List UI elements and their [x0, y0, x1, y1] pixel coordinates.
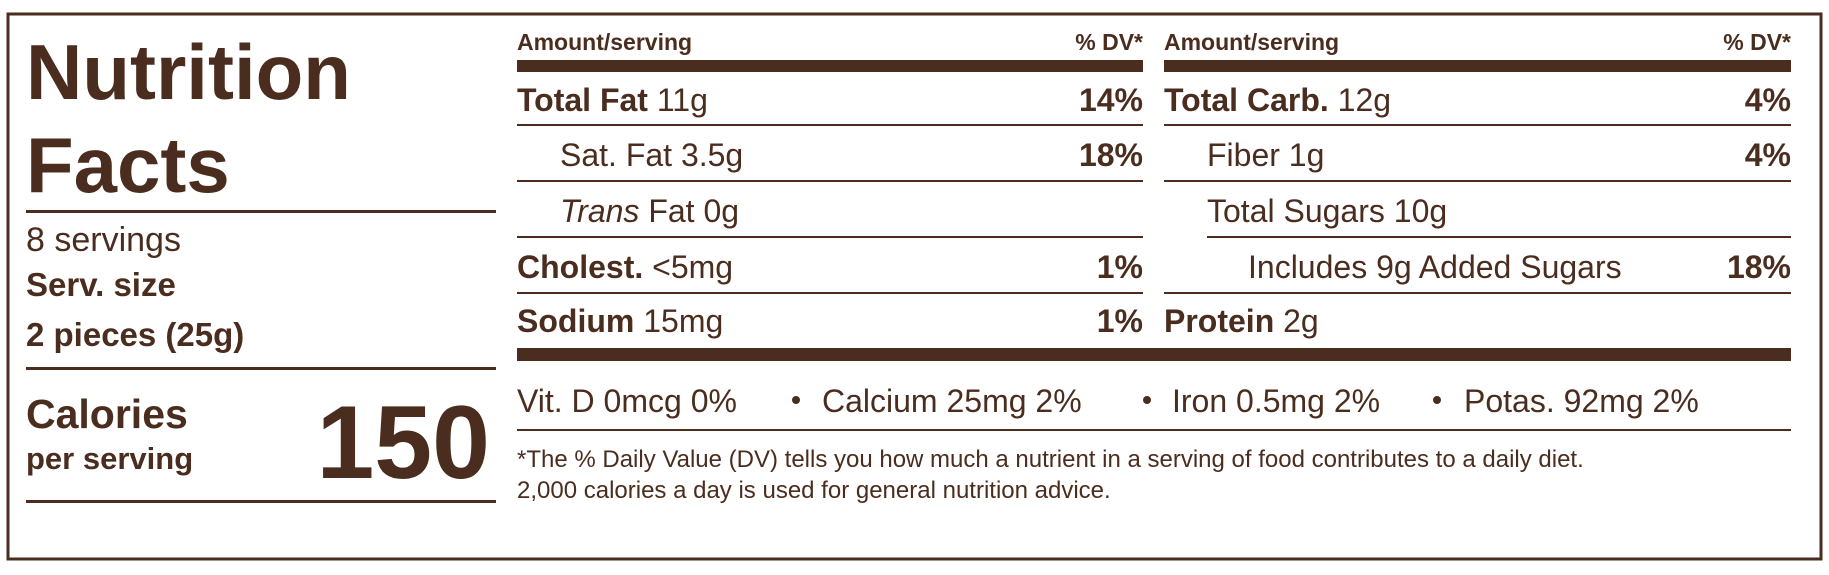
nutrient-name-italic: Trans	[560, 193, 639, 229]
amount-header: Amount/serving	[517, 29, 692, 55]
row-divider	[1164, 292, 1791, 294]
row-divider	[1207, 236, 1791, 238]
row-divider	[517, 292, 1143, 294]
nutrient-name: Cholest.	[517, 249, 643, 285]
nutrient-row: Sodium 15mg	[517, 303, 723, 339]
divider	[26, 367, 496, 370]
nutrient-row: Cholest. <5mg	[517, 249, 733, 285]
vitamin: Calcium 25mg 2%	[822, 383, 1082, 419]
nutrient-name: Total Carb.	[1164, 82, 1329, 118]
row-divider	[517, 180, 1143, 182]
row-divider	[1164, 180, 1791, 182]
nutrient-dv: 18%	[1079, 137, 1143, 173]
separator-dot	[1433, 396, 1441, 404]
vitamin: Iron 0.5mg 2%	[1172, 383, 1380, 419]
serving-size-label: Serv. size	[26, 266, 176, 303]
vitamin: Vit. D 0mcg 0%	[517, 383, 737, 419]
footnote: 2,000 calories a day is used for general…	[517, 477, 1111, 504]
nutrient-row: Fiber 1g	[1207, 137, 1324, 173]
dv-header: % DV*	[1723, 29, 1791, 55]
nutrient-row: Protein 2g	[1164, 303, 1319, 339]
nutrient-name: Sat. Fat	[560, 137, 672, 173]
label-border	[6, 12, 1823, 561]
nutrient-row: Sat. Fat 3.5g	[560, 137, 743, 173]
calories-value: 150	[316, 385, 490, 501]
footnote: *The % Daily Value (DV) tells you how mu…	[517, 446, 1584, 473]
thick-bar	[1164, 60, 1791, 72]
nutrient-name: Fat	[648, 193, 694, 229]
nutrient-amount: 15mg	[643, 303, 723, 339]
nutrient-dv: 1%	[1097, 249, 1143, 285]
divider	[26, 500, 496, 503]
nutrient-amount: 12g	[1338, 82, 1391, 118]
nutrient-name: Fiber	[1207, 137, 1280, 173]
amount-header: Amount/serving	[1164, 29, 1339, 55]
title: Facts	[26, 121, 230, 209]
nutrient-amount: 1g	[1289, 137, 1325, 173]
row-divider	[517, 236, 1143, 238]
nutrient-dv: 18%	[1727, 249, 1791, 285]
nutrient-amount: 11g	[657, 82, 708, 118]
nutrient-amount: 2g	[1283, 303, 1319, 339]
calories-label: Calories	[26, 391, 188, 437]
nutrient-name: Protein	[1164, 303, 1274, 339]
nutrient-row: Total Carb. 12g	[1164, 82, 1391, 118]
nutrient-row: Trans Fat 0g	[560, 193, 739, 229]
nutrient-name: Includes 9g Added Sugars	[1248, 249, 1622, 285]
servings: 8 servings	[26, 221, 181, 259]
nutrient-amount: 10g	[1394, 193, 1447, 229]
nutrient-dv: 14%	[1079, 82, 1143, 118]
vitamin: Potas. 92mg 2%	[1464, 383, 1699, 419]
nutrient-name: Sodium	[517, 303, 634, 339]
calories-note: per serving	[26, 441, 193, 476]
divider	[26, 210, 496, 213]
dv-header: % DV*	[1075, 29, 1143, 55]
row-divider	[517, 429, 1791, 431]
nutrient-name: Total Fat	[517, 82, 648, 118]
thick-bar	[517, 60, 1143, 72]
nutrient-dv: 1%	[1097, 303, 1143, 339]
row-divider	[517, 124, 1143, 126]
nutrient-amount: <5mg	[652, 249, 733, 285]
row-divider	[1164, 124, 1791, 126]
serving-size: 2 pieces (25g)	[26, 316, 244, 353]
nutrient-row: Total Fat 11g	[517, 82, 708, 118]
thick-bar	[517, 348, 1791, 361]
nutrient-row: Total Sugars 10g	[1207, 193, 1447, 229]
nutrient-dv: 4%	[1745, 137, 1791, 173]
separator-dot	[1143, 396, 1151, 404]
nutrient-dv: 4%	[1745, 82, 1791, 118]
nutrient-amount: 3.5g	[681, 137, 743, 173]
separator-dot	[792, 396, 800, 404]
nutrient-name: Total Sugars	[1207, 193, 1385, 229]
nutrient-amount: 0g	[703, 193, 739, 229]
title: Nutrition	[26, 28, 351, 116]
